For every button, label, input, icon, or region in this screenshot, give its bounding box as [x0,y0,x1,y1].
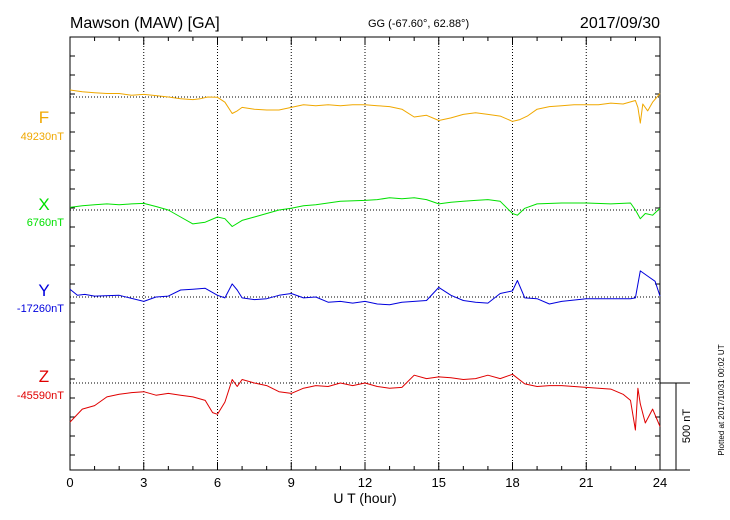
x-tick-label: 15 [432,475,446,490]
grid [70,37,660,470]
x-axis-label: U T (hour) [333,490,396,506]
scale-label: 500 nT [681,409,693,444]
series-name-f: F [39,108,49,127]
series-line-y [69,270,661,306]
series-baseline-y: -17260nT [17,303,64,315]
series-baseline-x: 6760nT [27,217,65,229]
series-line-f [69,89,661,124]
x-tick-label: 21 [579,475,593,490]
date-label: 2017/09/30 [580,15,660,32]
series-name-y: Y [38,281,49,300]
x-tick-label: 6 [214,475,221,490]
x-tick-label: 12 [358,475,372,490]
x-tick-label: 18 [505,475,519,490]
x-tick-label: 24 [653,475,667,490]
coordinates: GG (-67.60°, 62.88°) [368,18,469,30]
series-line-z [69,373,661,431]
x-tick-label: 9 [288,475,295,490]
series-name-z: Z [39,367,49,386]
x-tick-labels: 0 3 6 9 12 15 18 21 24 [66,475,667,490]
series-baseline-z: -45590nT [17,390,64,402]
series-baseline-f: 49230nT [21,131,65,143]
axis-ticks [69,37,661,470]
x-tick-label: 0 [66,475,73,490]
x-tick-label: 3 [140,475,147,490]
station-title: Mawson (MAW) [GA] [70,15,220,32]
series-line-x [69,197,661,227]
series-labels: F 49230nT X 6760nT Y -17260nT Z -45590nT [17,108,64,402]
series-name-x: X [38,195,49,214]
series-lines [69,89,661,431]
scale-bar [660,382,690,471]
plotted-note: Plotted at 2017/10/31 00:02 UT [717,344,726,455]
